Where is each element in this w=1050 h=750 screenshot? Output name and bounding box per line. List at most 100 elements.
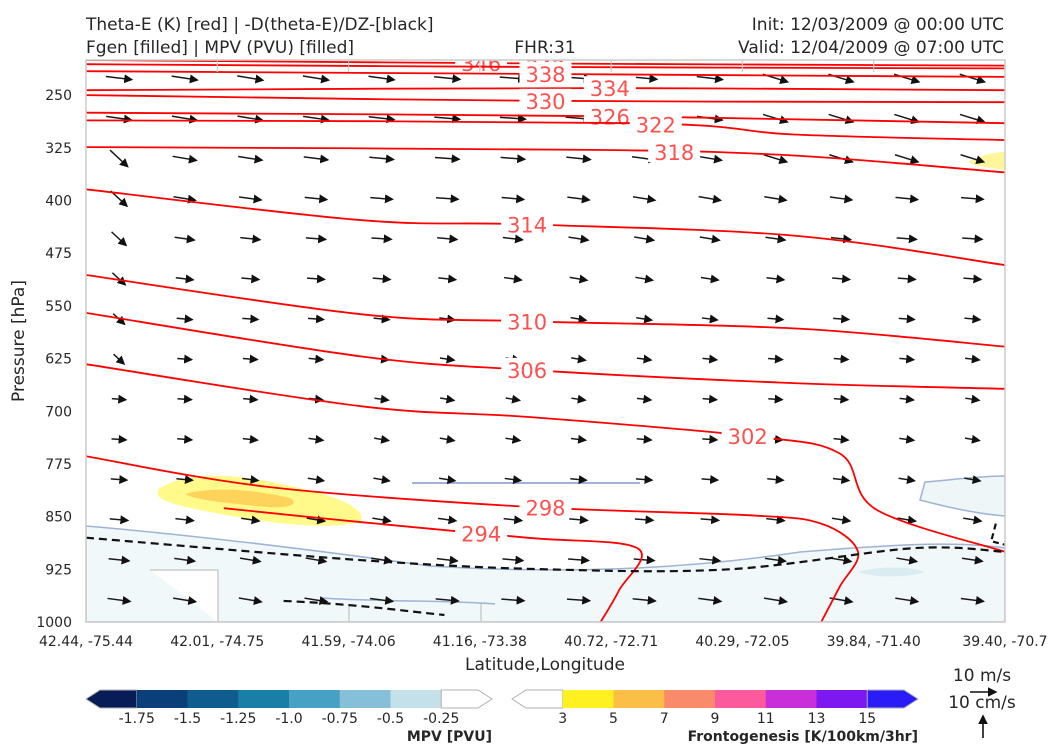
wind-vector <box>173 596 198 605</box>
theta-e-contour <box>86 119 1005 141</box>
mpv-fill-lower <box>86 525 1005 622</box>
wind-vector <box>110 475 129 485</box>
colorbar-segment <box>187 690 239 708</box>
theta-e-contour <box>86 146 1005 174</box>
wind-vector <box>174 555 197 565</box>
header-left-line2: Fgen [filled] | MPV (PVU) [filled] <box>86 38 354 58</box>
colorbar-tick-label: 11 <box>757 711 775 727</box>
vector-key-horizontal-label: 10 m/s <box>953 666 1011 686</box>
theta-e-contour-label: 294 <box>461 522 501 546</box>
wind-vector <box>566 595 592 605</box>
wind-vector <box>763 154 789 165</box>
wind-vector <box>176 314 194 324</box>
wind-vector <box>238 596 263 606</box>
wind-vector <box>701 475 720 485</box>
colorbar-segment <box>511 689 564 709</box>
mpv-colorbar-title: MPV [PVU] <box>407 729 492 745</box>
wind-vector <box>111 272 127 286</box>
x-tick-label: 39.40, -70.7 <box>962 634 1047 650</box>
wind-vector <box>894 154 920 165</box>
wind-vector <box>571 394 587 404</box>
wind-vector <box>177 394 193 404</box>
theta-e-contour <box>86 363 1005 553</box>
wind-vector <box>899 394 915 404</box>
mpv-fill-right <box>919 475 1005 517</box>
wind-vector <box>243 394 259 404</box>
y-tick-label: 700 <box>45 404 72 420</box>
y-tick-label: 625 <box>45 352 72 368</box>
colorbar-tick-label: 7 <box>660 711 669 727</box>
wind-vector <box>499 114 527 124</box>
wind-vector <box>435 194 460 204</box>
colorbar-segment <box>613 690 665 708</box>
plot-frame <box>85 59 1006 623</box>
y-tick-label: 400 <box>45 194 72 210</box>
fgen-fill-inner <box>185 489 294 508</box>
theta-e-contour-label: 346 <box>461 52 501 76</box>
theta-e-contour-label: 330 <box>525 90 565 114</box>
wind-vector <box>109 149 129 168</box>
wind-vector <box>636 394 653 404</box>
wind-vector <box>242 314 260 324</box>
theta-e-contour-label: 318 <box>654 141 694 165</box>
contour-label-background <box>629 112 682 135</box>
wind-vector <box>240 234 262 244</box>
y-tick-label: 1000 <box>36 615 72 631</box>
x-axis-label: Latitude,Longitude <box>465 655 625 675</box>
y-tick-label: 475 <box>45 246 72 262</box>
wind-vector <box>113 353 126 365</box>
contour-label-background <box>501 309 554 332</box>
theta-e-contours: 3463423383343303263223183143103063022982… <box>86 52 1005 622</box>
colorbar-tick-label: 5 <box>609 711 618 727</box>
colorbar-segment <box>440 689 493 709</box>
wind-vector <box>833 434 850 444</box>
wind-vector <box>242 475 260 485</box>
wind-vector <box>636 354 653 364</box>
wind-vector <box>440 394 456 404</box>
wind-vector <box>963 274 983 284</box>
colorbar-tick-label: -0.75 <box>322 711 358 727</box>
wind-vector <box>242 354 259 364</box>
wind-vector <box>174 234 196 244</box>
contour-label-background <box>648 140 701 163</box>
wind-vector <box>171 74 199 84</box>
wind-vector <box>830 555 853 565</box>
y-tick-label: 250 <box>45 88 72 104</box>
wind-vector <box>177 434 194 444</box>
wind-vector <box>238 154 264 164</box>
wind-vector <box>832 274 852 284</box>
wind-vector <box>636 314 654 324</box>
x-tick-label: 39.84, -71.40 <box>827 634 921 650</box>
wind-vector <box>960 154 986 165</box>
y-tick-label: 325 <box>45 141 72 157</box>
wind-vector <box>830 234 853 244</box>
wind-vector <box>175 515 195 525</box>
wind-vector <box>831 515 852 525</box>
wind-vector <box>964 354 981 364</box>
theta-e-contour-label: 298 <box>525 496 565 520</box>
x-tick-label: 40.72, -72.71 <box>564 634 658 650</box>
wind-vector <box>177 354 194 364</box>
colorbar-tick-label: 3 <box>558 711 567 727</box>
wind-vector <box>959 113 986 125</box>
stability-contour <box>86 536 1005 573</box>
wind-vector <box>438 274 458 284</box>
wind-vector <box>372 274 392 284</box>
x-tick-label: 40.29, -72.05 <box>695 634 789 650</box>
colorbar-segment <box>289 690 341 708</box>
wind-vector <box>700 274 720 284</box>
wind-vector <box>242 434 259 444</box>
wind-vector <box>636 434 653 444</box>
colorbar-segment <box>85 689 138 709</box>
wind-vector <box>963 515 983 525</box>
wind-vector <box>766 515 786 525</box>
theta-e-contour-label: 302 <box>728 425 768 449</box>
wind-vector <box>632 194 657 204</box>
wind-vector <box>568 234 590 244</box>
wind-vector <box>109 515 130 525</box>
stability-contour <box>283 599 445 617</box>
wind-vector <box>241 515 261 525</box>
wind-vector <box>768 394 784 404</box>
x-tick-label: 41.59, -74.06 <box>302 634 396 650</box>
x-axis-ticks: 42.44, -75.44 42.01, -74.75 41.59, -74.06 4… <box>39 60 1048 650</box>
